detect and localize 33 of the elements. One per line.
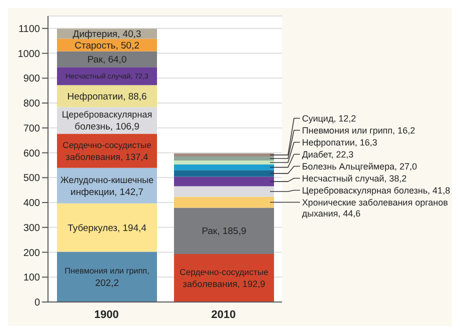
data-label: Болезнь Альцгеймера, 27,0 (302, 161, 417, 172)
y-tick-label: 100 (23, 272, 40, 284)
data-label: Сердечно-сосудистые заболевания, 192,9 (180, 267, 269, 290)
data-label: Несчастный случай, 38,2 (302, 173, 407, 184)
data-label: Пневмония или грипп, 16,2 (302, 125, 416, 136)
y-tick-label: 200 (23, 248, 40, 259)
data-label: Нефропатии, 88,6 (67, 91, 147, 102)
y-tick-label: 700 (23, 123, 40, 134)
data-label: Желудочно-кишечные инфекции, 142,7 (60, 174, 154, 198)
data-label: Старость, 50,2 (74, 40, 140, 52)
data-label: Диабет, 22,3 (302, 149, 354, 160)
y-tick-label: 500 (23, 173, 40, 184)
y-tick-label: 1000 (18, 48, 40, 60)
y-tick-label: 900 (23, 74, 40, 85)
x-tick-label: 1900 (94, 308, 119, 321)
data-label: Цереброваскулярная болезнь, 106,9 (62, 110, 152, 133)
x-tick-label: 2010 (211, 308, 236, 321)
data-label: Нефропатии, 16,3 (302, 137, 378, 148)
data-label: Пневмония или грипп, 202,2 (64, 266, 150, 290)
data-label: Цереброваскулярная болезнь, 41,8 (302, 185, 450, 196)
y-tick-label: 600 (23, 148, 40, 160)
y-tick-label: 400 (23, 198, 40, 210)
data-label: Рак, 185,9 (202, 226, 246, 238)
data-label: Дифтерия, 40,3 (72, 29, 142, 40)
y-tick-label: 300 (23, 222, 40, 234)
y-tick-label: 800 (23, 98, 40, 110)
data-label: Рак, 64,0 (87, 54, 127, 66)
y-tick-label: 1100 (18, 24, 40, 35)
data-label: Суицид, 12,2 (302, 113, 356, 124)
data-label: Туберкулез, 194,4 (68, 222, 146, 234)
y-tick-label: 0 (34, 298, 40, 309)
data-label: Хронические заболевания органов дыхания, 44,6 (302, 197, 448, 218)
data-label: Сердечно-сосудистые заболевания, 137,4 (62, 140, 152, 162)
